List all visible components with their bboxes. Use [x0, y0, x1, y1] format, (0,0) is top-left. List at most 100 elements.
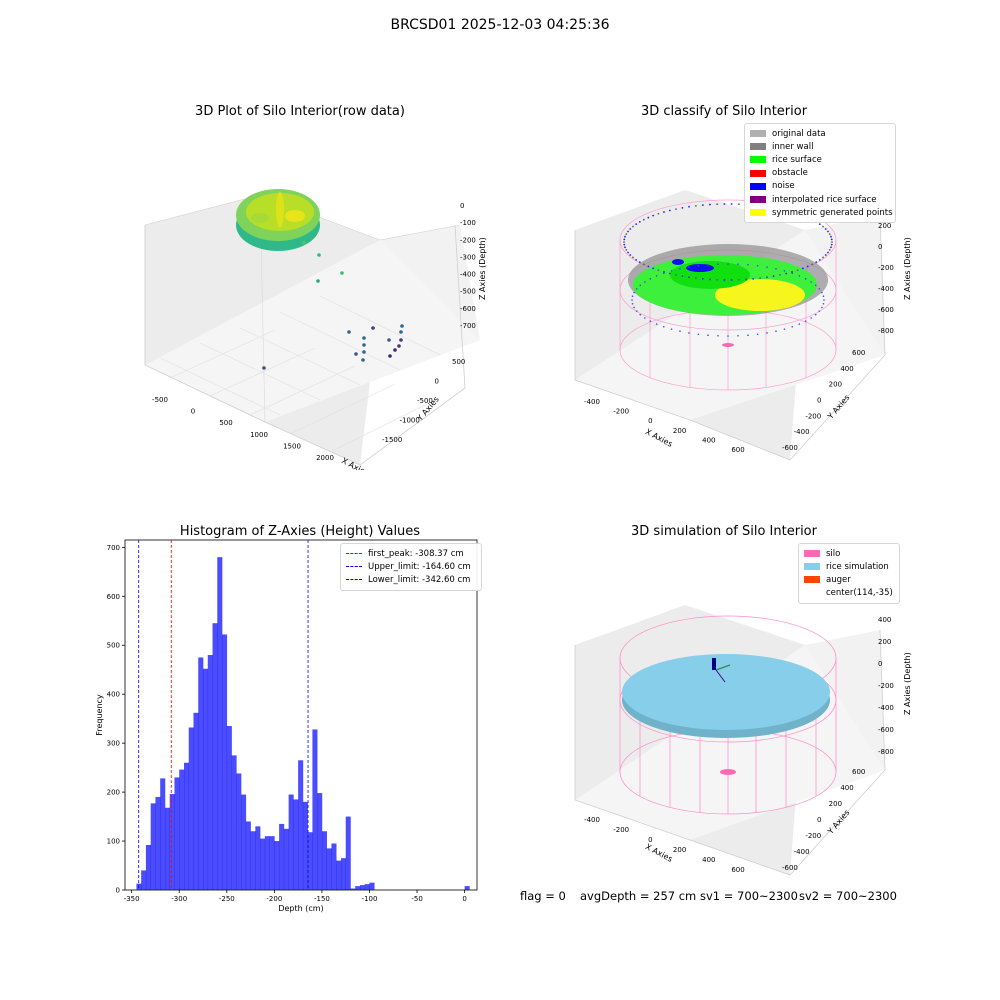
legend-label: auger	[826, 574, 851, 585]
histogram-y-tick-label: 700	[107, 544, 120, 552]
classify-x-axis-label: X Axies	[644, 427, 674, 449]
raw-x-tick: 0	[191, 408, 195, 416]
histogram-y-tick-label: 100	[107, 838, 120, 846]
figure-title: BRCSD01 2025-12-03 04:25:36	[390, 17, 610, 33]
classify-noise-point	[822, 302, 825, 305]
classify-y-tick: 600	[852, 349, 865, 357]
classify-x-tick: 200	[673, 427, 686, 435]
legend-label: original data	[772, 128, 826, 139]
histogram-x-tick-label: -150	[314, 895, 330, 903]
classify-noise-point	[635, 258, 638, 261]
histogram-legend: first_peak: -308.37 cm Upper_limit: -164.…	[340, 543, 482, 591]
classify-noise-point	[791, 271, 793, 273]
histogram-y-tick-label: 200	[107, 789, 120, 797]
classify-y-tick: -200	[805, 412, 821, 420]
simulation-y-tick: 200	[829, 800, 842, 808]
classify-noise-point	[657, 269, 660, 272]
classify-noise-point	[717, 263, 719, 265]
classify-noise-point	[796, 269, 799, 272]
raw-z-tick: -700	[460, 322, 476, 330]
simulation-3d-axes-box	[574, 605, 886, 876]
simulation-x-tick: 0	[648, 836, 652, 844]
classify-noise-point	[737, 263, 739, 265]
raw-z-tick: -100	[460, 219, 476, 227]
histogram-bar	[274, 841, 280, 890]
histogram-bar	[193, 712, 199, 890]
raw-outlier-point	[362, 336, 366, 340]
classify-noise-point	[737, 335, 739, 337]
classify-noise-point	[624, 235, 626, 238]
legend-label: Upper_limit: -164.60 cm	[368, 561, 471, 572]
classify-z-tick: -600	[878, 306, 894, 314]
classify-z-tick: -200	[878, 264, 894, 272]
legend-entry: inner wall	[750, 140, 890, 153]
raw-outlier-point	[340, 271, 344, 275]
simulation-auger	[712, 658, 731, 683]
classify-noise-point	[804, 278, 807, 280]
legend-entry: center(114,-35)	[804, 587, 894, 600]
classify-noise-point	[697, 264, 700, 267]
classify-noise-point	[810, 317, 812, 319]
simulation-z-axis-label: Z Axies (Depth)	[903, 652, 912, 715]
classify-3d-plot: -400 -200 0 200 400 600 600 400 200 0 -200 -400 -600…	[574, 190, 912, 461]
raw-outlier-point	[362, 343, 366, 347]
histogram-bar	[160, 778, 166, 890]
classify-noise-point	[830, 238, 833, 241]
classify-noise-point	[635, 310, 638, 312]
classify-x-tick: -400	[584, 398, 600, 406]
histogram-x-tick-label: -250	[219, 895, 235, 903]
simulation-y-axis-label: Y Axies	[825, 808, 851, 837]
classify-noise-point	[679, 330, 681, 332]
classify-z-tick: -800	[878, 327, 894, 335]
histogram-bar	[245, 821, 251, 890]
classify-noise-point	[727, 335, 729, 337]
classify-noise-point	[737, 278, 740, 281]
classify-noise-point	[709, 278, 711, 281]
simulation-z-tick: -200	[878, 682, 894, 690]
legend-entry: Lower_limit: -342.60 cm	[346, 573, 476, 586]
classify-noise-point	[827, 251, 829, 254]
classify-noise-point	[730, 203, 733, 205]
raw-outlier-point	[387, 338, 391, 342]
classify-noise-point	[821, 291, 823, 294]
classify-z-tick: 200	[878, 222, 891, 230]
classify-noise-point	[688, 276, 690, 279]
classify-noise-point	[814, 313, 817, 316]
histogram-bar	[307, 832, 313, 890]
classify-z-axis-label: Z Axies (Depth)	[903, 237, 912, 300]
classify-noise-point	[766, 276, 768, 279]
histogram-bar	[355, 886, 361, 890]
histogram-x-tick-label: -100	[362, 895, 378, 903]
simulation-y-tick: 400	[840, 784, 853, 792]
classify-noise-point	[644, 317, 646, 319]
classify-noise-point	[707, 334, 709, 337]
classify-noise-point	[694, 204, 697, 207]
classify-noise-point	[775, 330, 777, 332]
simulation-x-tick: 200	[673, 846, 686, 854]
raw-outlier-point	[361, 358, 365, 362]
raw-x-tick: 1000	[250, 431, 268, 439]
classify-noise-point	[822, 256, 824, 259]
classify-noise-point	[649, 320, 652, 322]
histogram-bar	[155, 796, 161, 890]
classify-noise-point	[830, 243, 833, 246]
histogram-bar	[345, 816, 351, 890]
histogram-bar	[226, 726, 232, 890]
classify-noise-point	[670, 328, 673, 330]
classify-point-cloud	[628, 244, 828, 347]
simulation-plot-title: 3D simulation of Silo Interior	[631, 524, 817, 539]
histogram-x-tick-label: -50	[411, 895, 422, 903]
histogram-bar	[260, 838, 266, 890]
classify-noise-point	[638, 220, 641, 223]
classify-noise-point	[625, 249, 628, 251]
histogram-bar	[231, 755, 237, 890]
flag-text: flag = 0	[520, 889, 566, 903]
classify-noise-point	[642, 263, 645, 266]
classify-noise-point	[785, 272, 788, 275]
classify-noise-point	[662, 272, 665, 275]
classify-noise-point	[662, 325, 665, 328]
classify-noise-point	[752, 277, 755, 280]
classify-noise-point	[668, 209, 671, 212]
classify-noise-point	[822, 225, 824, 228]
legend-swatch	[804, 576, 820, 584]
